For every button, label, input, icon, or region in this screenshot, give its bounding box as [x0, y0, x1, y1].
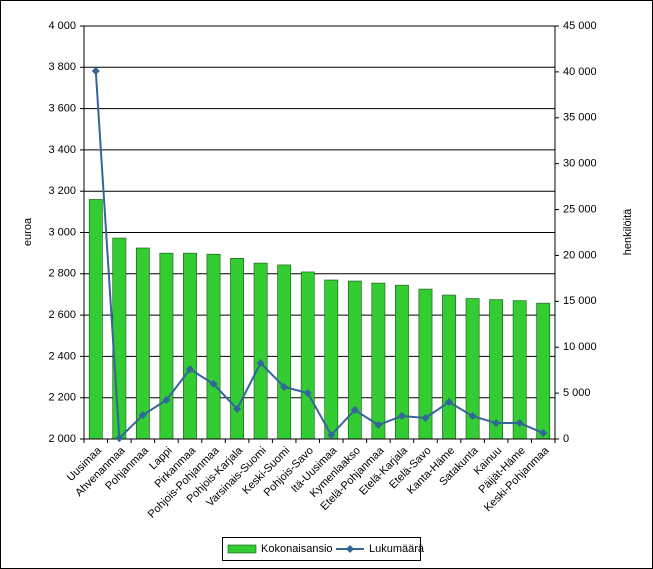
line-marker	[539, 429, 548, 438]
y2-tick-label: 35 000	[563, 112, 597, 124]
y-tick-label: 3 400	[48, 144, 76, 156]
y-tick-label: 3 600	[48, 103, 76, 115]
line-marker	[374, 420, 383, 429]
line-marker	[445, 398, 454, 407]
y2-axis-title: henkilöitä	[622, 208, 634, 255]
line-marker	[468, 412, 477, 421]
y2-tick-label: 30 000	[563, 158, 597, 170]
legend-label: Lukumäärä	[369, 543, 425, 555]
line-marker	[138, 411, 147, 420]
line-marker	[256, 359, 265, 368]
bar	[112, 237, 127, 440]
bar	[183, 252, 197, 440]
legend-box	[222, 537, 421, 561]
line-marker	[185, 365, 194, 374]
legend-swatch	[227, 544, 257, 554]
bar	[324, 279, 339, 440]
line-marker	[209, 379, 218, 388]
line-marker	[115, 434, 124, 443]
y2-tick-label: 25 000	[563, 203, 597, 215]
y-tick-label: 2 200	[48, 392, 76, 404]
y2-tick-label: 20 000	[563, 249, 597, 261]
line-marker	[492, 419, 501, 428]
line-marker	[162, 395, 171, 404]
y-tick-label: 2 000	[48, 433, 76, 445]
bar	[300, 271, 315, 440]
y-tick-label: 3 200	[48, 185, 76, 197]
line-marker	[303, 389, 312, 398]
y-tick-label: 4 000	[48, 20, 76, 32]
y2-tick-label: 45 000	[563, 20, 597, 32]
bar	[371, 282, 386, 440]
line-marker	[421, 413, 430, 422]
bar	[442, 294, 456, 440]
line-marker	[327, 430, 336, 439]
line-marker	[350, 405, 359, 414]
y2-tick-label: 40 000	[563, 66, 597, 78]
bar	[489, 299, 504, 440]
line-marker	[280, 382, 289, 391]
bar	[536, 302, 551, 440]
legend-swatch	[346, 545, 354, 553]
bar	[512, 300, 527, 440]
y2-tick-label: 5 000	[563, 387, 591, 399]
y-tick-label: 2 600	[48, 309, 76, 321]
line-marker	[233, 404, 242, 413]
y-axis-title: euroa	[22, 217, 34, 246]
y-tick-label: 3 800	[48, 61, 76, 73]
bar	[88, 199, 103, 440]
legend: Kokonaisansio Lukumäärä	[222, 537, 425, 561]
line-marker	[515, 419, 524, 428]
y2-tick-label: 0	[563, 433, 569, 445]
y-tick-label: 3 000	[48, 226, 76, 238]
y2-tick-label: 15 000	[563, 295, 597, 307]
line-marker	[397, 412, 406, 421]
bar	[159, 252, 174, 440]
line-marker	[91, 66, 100, 75]
bar	[253, 262, 268, 440]
y-tick-label: 2 400	[48, 350, 76, 362]
y2-tick-label: 10 000	[563, 341, 597, 353]
bar	[135, 247, 150, 440]
bar	[277, 264, 292, 440]
legend-label: Kokonaisansio	[261, 543, 333, 555]
line	[94, 70, 544, 441]
y-tick-label: 2 800	[48, 268, 76, 280]
bar	[206, 253, 221, 440]
